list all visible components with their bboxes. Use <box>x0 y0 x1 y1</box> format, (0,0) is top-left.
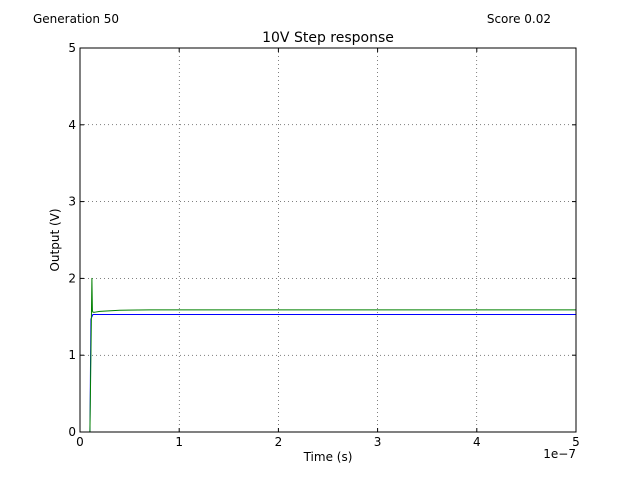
x-axis-label: Time (s) <box>303 450 353 464</box>
score-label: Score 0.02 <box>487 12 551 26</box>
plot-series <box>80 277 576 433</box>
x-tick-label: 4 <box>473 435 481 449</box>
x-tick-label: 5 <box>572 435 580 449</box>
y-tick-label: 4 <box>68 118 76 132</box>
y-tick-label: 3 <box>68 195 76 209</box>
x-tick-label: 2 <box>275 435 283 449</box>
chart-title: 10V Step response <box>262 30 394 46</box>
y-axis-label: Output (V) <box>48 208 62 271</box>
x-axis-multiplier: 1e−7 <box>543 447 576 461</box>
x-tick-label: 1 <box>175 435 183 449</box>
series-line-1 <box>80 314 576 433</box>
x-tick-label: 0 <box>76 435 84 449</box>
plot-frame <box>79 47 577 433</box>
y-tick-label: 1 <box>68 348 76 362</box>
y-tick-label: 2 <box>68 271 76 285</box>
series-line-2 <box>80 277 576 433</box>
y-tick-label: 0 <box>68 425 76 439</box>
generation-label: Generation 50 <box>33 12 119 26</box>
y-tick-label: 5 <box>68 41 76 55</box>
grid-lines <box>79 47 577 433</box>
axis-ticks: 0 1 2 3 4 5 0 1 2 3 4 5 <box>68 41 579 449</box>
x-tick-label: 3 <box>374 435 382 449</box>
